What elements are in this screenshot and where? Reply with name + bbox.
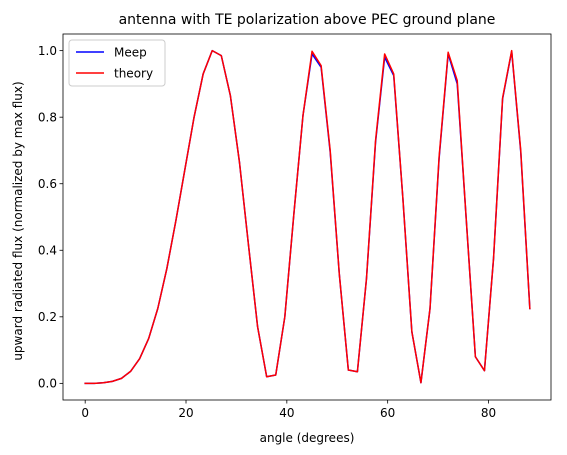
x-tick-label: 80 [481,406,496,420]
y-axis-label: upward radiated flux (normalized by max … [11,81,25,360]
y-tick-label: 0.2 [38,310,57,324]
x-tick-label: 40 [279,406,294,420]
y-tick-label: 1.0 [38,44,57,58]
series-line-theory [84,49,531,385]
chart-title: antenna with TE polarization above PEC g… [119,12,496,28]
x-tick-label: 0 [81,406,89,420]
legend: Meep theory [68,39,166,87]
axes-frame [62,33,552,401]
plot-area: 0 20 40 60 80 0.0 0.2 0.4 0.6 0.8 1.0 [38,33,552,420]
y-tick-label: 0.4 [38,243,57,257]
y-tick-label: 0.6 [38,177,57,191]
y-tick-label: 0.8 [38,110,57,124]
legend-label-theory: theory [114,67,153,81]
legend-label-meep: Meep [114,46,147,60]
x-tick-label: 20 [178,406,193,420]
x-tick-label: 60 [380,406,395,420]
x-axis-label: angle (degrees) [260,431,355,445]
y-tick-label: 0.0 [38,377,57,391]
